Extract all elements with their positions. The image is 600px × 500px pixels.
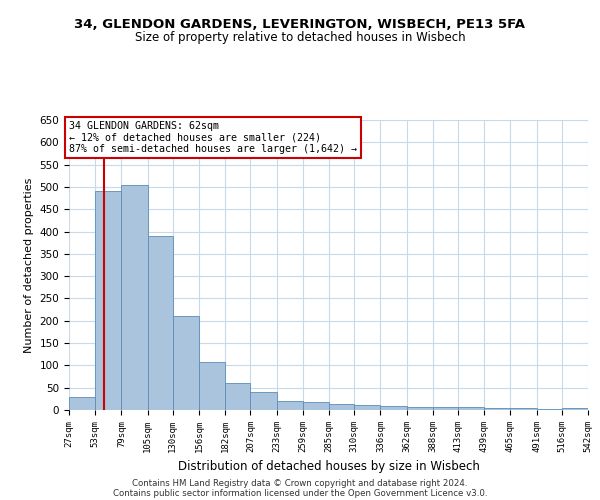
Bar [354,405,380,410]
Bar [173,316,199,410]
Bar [277,401,303,410]
Bar [148,236,173,410]
Bar [458,407,484,410]
Text: 34, GLENDON GARDENS, LEVERINGTON, WISBECH, PE13 5FA: 34, GLENDON GARDENS, LEVERINGTON, WISBEC… [74,18,526,30]
Bar [329,404,354,410]
Text: 34 GLENDON GARDENS: 62sqm
← 12% of detached houses are smaller (224)
87% of semi: 34 GLENDON GARDENS: 62sqm ← 12% of detac… [69,121,357,154]
Bar [69,396,95,410]
Text: Contains public sector information licensed under the Open Government Licence v3: Contains public sector information licen… [113,488,487,498]
Text: Contains HM Land Registry data © Crown copyright and database right 2024.: Contains HM Land Registry data © Crown c… [132,478,468,488]
Bar [536,408,562,410]
Bar [380,406,407,410]
Bar [250,392,277,410]
Bar [303,402,329,410]
Bar [95,192,121,410]
Bar [407,407,433,410]
Text: Size of property relative to detached houses in Wisbech: Size of property relative to detached ho… [134,31,466,44]
Bar [199,362,225,410]
Bar [433,407,458,410]
Y-axis label: Number of detached properties: Number of detached properties [24,178,34,352]
Bar [484,408,511,410]
X-axis label: Distribution of detached houses by size in Wisbech: Distribution of detached houses by size … [178,460,479,473]
Bar [511,408,536,410]
Bar [225,383,250,410]
Bar [121,184,148,410]
Bar [562,408,588,410]
